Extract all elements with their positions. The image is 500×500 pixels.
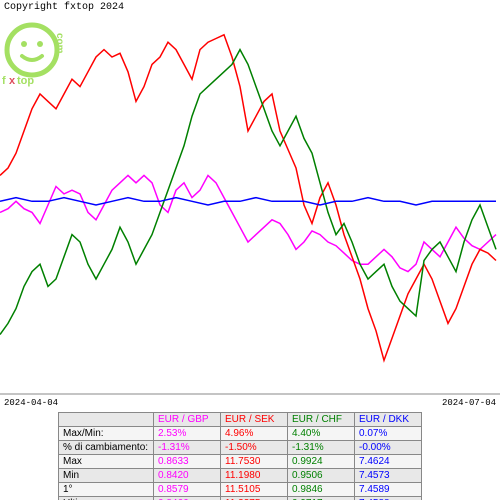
col-header: EUR / SEK — [221, 413, 288, 427]
col-header: EUR / CHF — [288, 413, 355, 427]
currency-chart — [0, 15, 500, 395]
copyright-text: Copyright fxtop 2024 — [4, 2, 124, 13]
col-header: EUR / DKK — [355, 413, 422, 427]
col-header: EUR / GBP — [154, 413, 221, 427]
currency-data-table: EUR / GBP EUR / SEK EUR / CHF EUR / DKK … — [58, 412, 422, 500]
x-axis-end-label: 2024-07-04 — [442, 398, 496, 408]
x-axis-start-label: 2024-04-04 — [4, 398, 58, 408]
